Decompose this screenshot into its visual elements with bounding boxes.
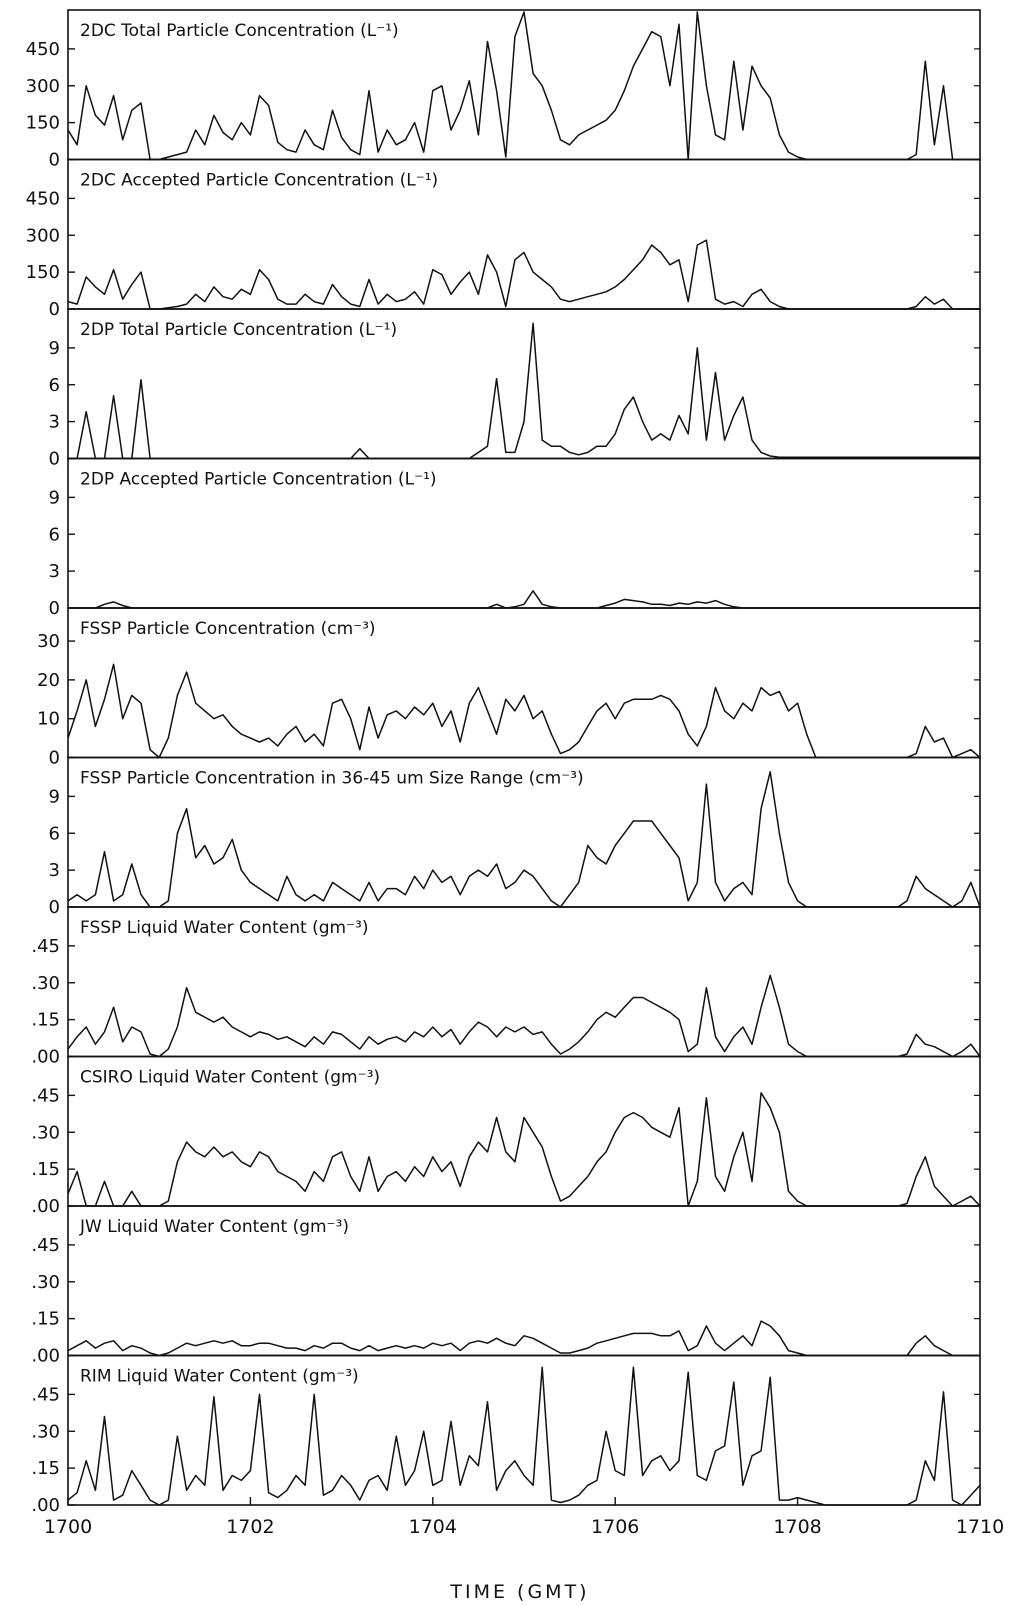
y-tick-label: .45 <box>31 936 60 957</box>
x-axis: TIME (GMT) 1700 1702 1704 1706 1708 1710 <box>44 1497 1004 1603</box>
y-tick-label: .00 <box>31 1196 60 1217</box>
y-tick-label: 450 <box>26 188 60 209</box>
series-line <box>67 1366 981 1506</box>
y-tick-label: .45 <box>31 1384 60 1405</box>
panel-2: 0 150 300 450 2DC Accepted Particle Concentr… <box>26 158 981 320</box>
panel-1: 0 150 300 450 2DC Total Particle Concentrati… <box>26 9 981 171</box>
series-line <box>67 663 981 759</box>
y-tick-label: 0 <box>49 299 60 320</box>
y-tick-label: .00 <box>31 1495 60 1516</box>
panel-5: 0 10 20 30 FSSP Particle Concentration (cm⁻³… <box>37 607 981 769</box>
y-tick-label: .15 <box>31 1458 60 1479</box>
y-tick-label: .30 <box>31 1421 60 1442</box>
y-tick-label: 20 <box>37 670 60 691</box>
y-tick-label: 9 <box>49 786 60 807</box>
y-tick-label: 3 <box>49 561 60 582</box>
y-tick-label: .15 <box>31 1010 60 1031</box>
x-tick-label: 1702 <box>226 1516 274 1538</box>
series-line <box>67 239 980 310</box>
panel-10: .00 .15 .30 .45 RIM Liquid Water Content (gm… <box>31 1354 981 1516</box>
y-tick-label: .00 <box>31 1346 60 1367</box>
y-tick-label: .00 <box>31 1047 60 1068</box>
series-line <box>67 1092 981 1207</box>
y-tick-label: 0 <box>49 748 60 769</box>
y-tick-label: .30 <box>31 1272 60 1293</box>
panel-title: JW Liquid Water Content (gm⁻³) <box>79 1217 349 1237</box>
panel-title: RIM Liquid Water Content (gm⁻³) <box>80 1367 359 1387</box>
y-tick-label: .15 <box>31 1309 60 1330</box>
panel-4: 0 3 6 9 2DP Accepted Particle Concentration … <box>49 457 981 619</box>
y-tick-label: 0 <box>49 598 60 619</box>
series-line <box>67 1320 980 1357</box>
y-tick-label: 30 <box>37 631 60 652</box>
panel-title: 2DP Accepted Particle Concentration (L⁻¹… <box>80 470 437 490</box>
y-tick-label: 6 <box>49 524 60 545</box>
panel-title: CSIRO Liquid Water Content (gm⁻³) <box>80 1068 380 1088</box>
panel-title: FSSP Liquid Water Content (gm⁻³) <box>80 918 368 938</box>
panel-3: 0 3 6 9 2DP Total Particle Concentration (L⁻… <box>49 308 981 470</box>
panel-6: 0 3 6 9 FSSP Particle Concentration in 36-45… <box>49 756 981 918</box>
y-tick-label: 6 <box>49 375 60 396</box>
y-tick-label: 0 <box>49 449 60 470</box>
series-line <box>67 974 981 1058</box>
y-tick-label: 150 <box>26 113 60 134</box>
x-tick-label: 1708 <box>773 1516 821 1538</box>
x-tick-label: 1706 <box>591 1516 639 1538</box>
y-tick-label: 3 <box>49 860 60 881</box>
x-axis-label: TIME (GMT) <box>449 1581 589 1603</box>
y-tick-label: 300 <box>26 76 60 97</box>
x-tick-label: 1700 <box>44 1516 92 1538</box>
panel-9: .00 .15 .30 .45 JW Liquid Water Content (gm⁻… <box>31 1205 981 1367</box>
y-tick-label: 0 <box>49 897 60 918</box>
y-tick-label: 9 <box>49 487 60 508</box>
y-tick-label: .45 <box>31 1235 60 1256</box>
series-line <box>68 590 980 609</box>
y-tick-label: .15 <box>31 1159 60 1180</box>
series-line <box>67 771 981 908</box>
series-line <box>68 322 980 460</box>
panel-frame <box>67 1354 981 1506</box>
y-tick-label: 6 <box>49 823 60 844</box>
y-tick-label: .30 <box>31 1122 60 1143</box>
panel-title: 2DP Total Particle Concentration (L⁻¹) <box>80 320 397 340</box>
y-tick-label: .30 <box>31 973 60 994</box>
panel-title: 2DC Accepted Particle Concentration (L⁻¹… <box>80 171 438 191</box>
panel-title: FSSP Particle Concentration in 36-45 um … <box>80 769 584 789</box>
x-tick-label: 1710 <box>956 1516 1004 1538</box>
y-tick-label: 10 <box>37 709 60 730</box>
y-tick-label: 150 <box>26 262 60 283</box>
panel-title: FSSP Particle Concentration (cm⁻³) <box>80 619 376 639</box>
y-tick-label: 450 <box>26 39 60 60</box>
x-tick-label: 1704 <box>409 1516 457 1538</box>
y-tick-label: 3 <box>49 412 60 433</box>
panel-title: 2DC Total Particle Concentration (L⁻¹) <box>80 21 399 41</box>
panel-8: .00 .15 .30 .45 CSIRO Liquid Water Content (… <box>31 1055 981 1217</box>
y-tick-label: 300 <box>26 225 60 246</box>
y-tick-label: 0 <box>49 150 60 171</box>
y-tick-label: 9 <box>49 338 60 359</box>
y-tick-label: .45 <box>31 1085 60 1106</box>
panel-7: .00 .15 .30 .45 FSSP Liquid Water Content (g… <box>31 906 981 1068</box>
